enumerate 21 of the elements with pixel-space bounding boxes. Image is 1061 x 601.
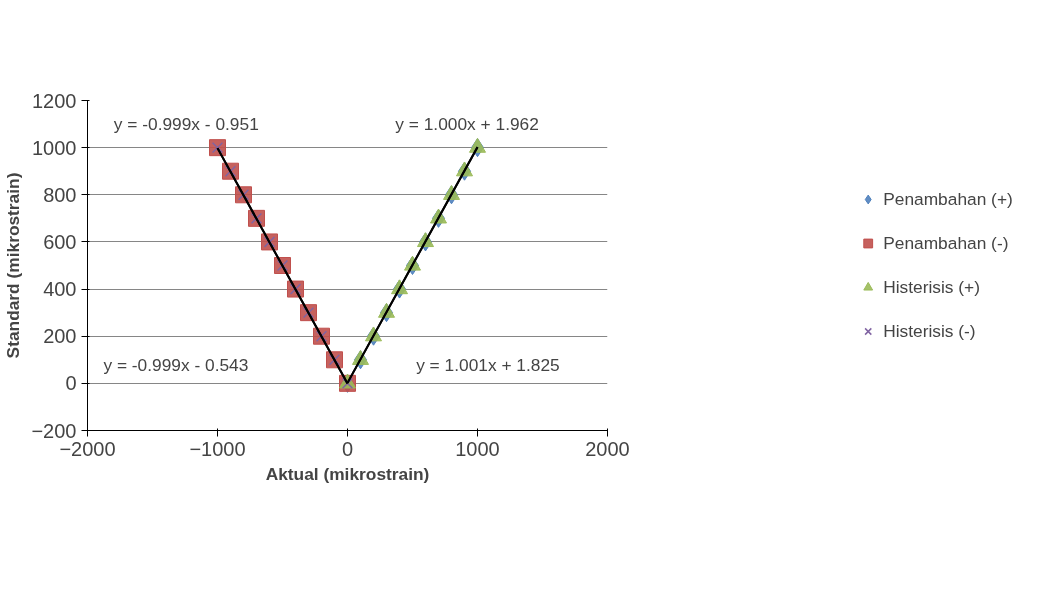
y-axis-title: Standard (mikrostrain) — [3, 172, 24, 359]
annotation: y = 1.000x + 1.962 — [395, 113, 539, 134]
y-tick-label: 0 — [65, 372, 77, 395]
annotation: y = -0.999x - 0.543 — [103, 354, 249, 375]
legend-label: Penambahan (-) — [883, 232, 1009, 254]
annotation: y = 1.001x + 1.825 — [416, 354, 560, 375]
y-tick-label: 200 — [43, 325, 77, 348]
annotation: y = -0.999x - 0.951 — [113, 113, 259, 134]
y-tick-label: 1000 — [32, 136, 77, 159]
x-axis-title: Aktual (mikrostrain) — [265, 463, 430, 484]
x-tick-label: −1000 — [189, 437, 246, 460]
x-tick-label: 2000 — [585, 437, 630, 460]
y-tick-label: 1200 — [32, 89, 77, 112]
y-tick-label: 800 — [43, 183, 77, 206]
legend-label: Penambahan (+) — [883, 188, 1013, 210]
x-tick-label: 0 — [341, 437, 354, 460]
y-tick-label: 400 — [43, 278, 77, 301]
x-tick-label: 1000 — [455, 437, 500, 460]
legend-label: Histerisis (-) — [883, 320, 976, 342]
legend-label: Histerisis (+) — [883, 276, 980, 298]
y-tick-label: 600 — [43, 230, 77, 253]
